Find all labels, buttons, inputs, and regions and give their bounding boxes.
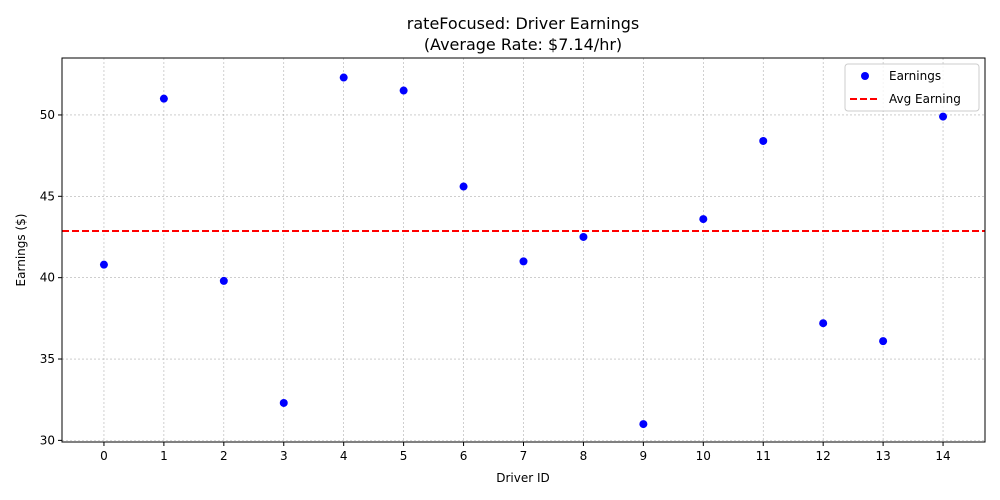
x-tick-label: 10	[696, 449, 711, 463]
x-tick-label: 11	[756, 449, 771, 463]
legend: Earnings Avg Earning	[844, 63, 980, 112]
y-tick-label: 45	[40, 189, 55, 203]
data-point	[339, 73, 348, 82]
x-tick-label: 4	[340, 449, 348, 463]
data-point	[699, 215, 708, 224]
data-point	[159, 94, 168, 103]
x-tick-label: 1	[160, 449, 168, 463]
x-axis-ticks: 0 1 2 3 4 5 6 7 8 9 10 11 12 13 14	[100, 442, 951, 463]
data-points	[99, 73, 948, 429]
data-point	[939, 112, 948, 121]
legend-label-earnings: Earnings	[889, 69, 941, 83]
data-point	[219, 276, 228, 285]
grid-lines	[62, 58, 985, 442]
x-tick-label: 0	[100, 449, 108, 463]
y-tick-label: 40	[40, 271, 55, 285]
data-point	[519, 257, 528, 266]
x-tick-label: 9	[640, 449, 648, 463]
x-tick-label: 2	[220, 449, 228, 463]
data-point	[99, 260, 108, 269]
x-tick-label: 13	[875, 449, 890, 463]
x-tick-label: 5	[400, 449, 408, 463]
x-axis-label: Driver ID	[496, 471, 550, 485]
data-point	[759, 136, 768, 145]
x-tick-label: 3	[280, 449, 288, 463]
data-point	[459, 182, 468, 191]
data-point	[399, 86, 408, 95]
plot-area-frame	[61, 57, 986, 443]
x-tick-label: 7	[520, 449, 528, 463]
y-tick-label: 30	[40, 433, 55, 447]
data-point	[579, 232, 588, 241]
legend-marker-earnings	[861, 72, 869, 80]
x-tick-label: 14	[935, 449, 950, 463]
chart-title: rateFocused: Driver Earnings	[407, 14, 639, 33]
x-tick-label: 8	[580, 449, 588, 463]
data-point	[639, 420, 648, 429]
legend-label-avg: Avg Earning	[889, 92, 961, 106]
y-axis-ticks: 30 35 40 45 50	[40, 108, 62, 447]
data-point	[819, 319, 828, 328]
y-tick-label: 35	[40, 352, 55, 366]
data-point	[879, 337, 888, 346]
y-tick-label: 50	[40, 108, 55, 122]
y-axis-label: Earnings ($)	[14, 214, 28, 287]
chart-subtitle: (Average Rate: $7.14/hr)	[424, 35, 622, 54]
legend-box	[844, 63, 980, 112]
data-point	[279, 398, 288, 407]
x-tick-label: 12	[816, 449, 831, 463]
x-tick-label: 6	[460, 449, 468, 463]
